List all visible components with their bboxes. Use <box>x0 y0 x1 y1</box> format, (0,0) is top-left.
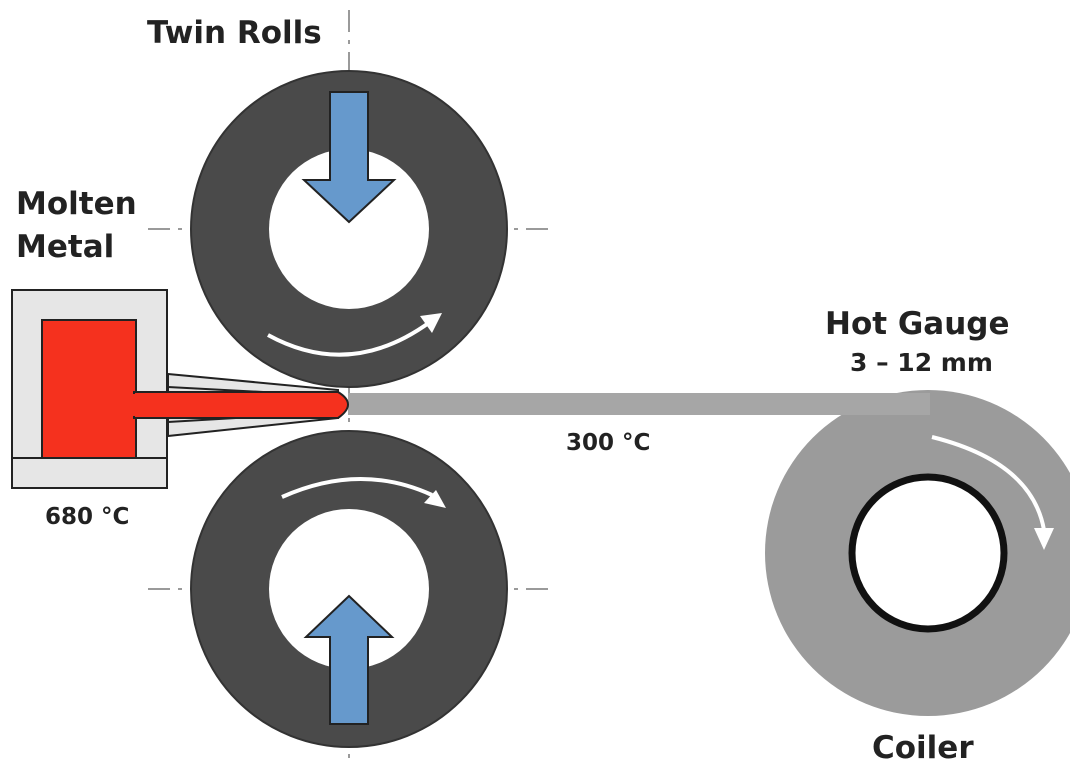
top-roll-rotation-arrow <box>267 320 432 357</box>
bottom-roll-rotation-arrowhead <box>424 490 446 508</box>
bottom-roll-rotation-arrow <box>281 477 433 499</box>
molten-metal-label-line1: Molten <box>16 186 137 222</box>
melt-temperature-label: 680 °C <box>45 504 129 530</box>
coiler-core <box>848 473 1008 633</box>
molten-metal-joint <box>128 394 140 416</box>
hot-strip <box>348 393 930 415</box>
coiler-label: Coiler <box>872 730 974 766</box>
molten-metal-feed <box>133 391 349 419</box>
up-force-arrow <box>303 594 395 725</box>
hot-gauge-label: Hot Gauge <box>825 306 1010 342</box>
coiler-rotation-arrowhead <box>1034 528 1054 550</box>
bottom-roll-hub <box>269 509 429 669</box>
molten-metal-pool <box>41 319 137 459</box>
gauge-range-label: 3 – 12 mm <box>850 348 993 377</box>
coiler-rotation-arrow <box>931 435 1046 531</box>
molten-metal-label-line2: Metal <box>16 229 114 265</box>
top-roll-rotation-arrowhead <box>420 313 442 333</box>
down-force-arrow <box>301 91 397 224</box>
strip-temperature-label: 300 °C <box>566 430 650 456</box>
twin-rolls-label: Twin Rolls <box>147 15 322 51</box>
top-roll-hub <box>269 149 429 309</box>
